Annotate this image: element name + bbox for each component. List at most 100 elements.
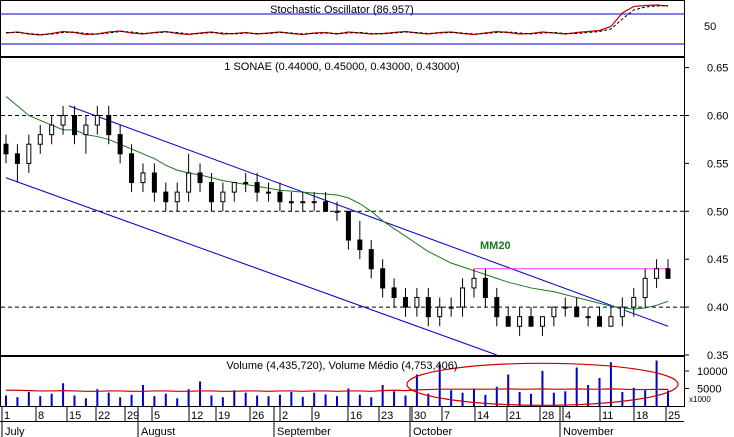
candle-body — [551, 306, 557, 318]
x-day-label: 1 — [4, 410, 10, 422]
candle-body — [231, 182, 237, 193]
candle-body — [140, 172, 146, 184]
x-day-label: 12 — [191, 410, 203, 422]
candle-body — [83, 124, 89, 136]
x-day-label: 21 — [509, 410, 521, 422]
volume-unit: x1000 — [689, 395, 711, 404]
stochastic-title: Stochastic Oscillator (86.957) — [270, 4, 414, 16]
x-day-label: 19 — [218, 410, 230, 422]
candle-body — [277, 191, 283, 203]
volume-panel — [5, 360, 679, 406]
price-tick-label: 0.50 — [707, 206, 728, 218]
x-day-label: 25 — [668, 410, 680, 422]
candle-body — [562, 306, 568, 309]
x-month-label: August — [141, 426, 175, 437]
volume-axis-ticks: 10000 5000 — [684, 366, 728, 396]
candle-body — [254, 182, 260, 193]
candle-body — [186, 172, 192, 193]
candle-body — [505, 316, 511, 327]
channel-lower-line — [5, 177, 497, 356]
volume-highlight-ellipse — [406, 362, 679, 406]
candle-body — [94, 114, 100, 126]
x-day-label: 30 — [414, 410, 426, 422]
x-day-label: 23 — [381, 410, 393, 422]
candle-body — [425, 297, 431, 318]
candle-body — [391, 287, 397, 299]
candle-body — [357, 239, 363, 251]
price-tick-label: 0.45 — [707, 254, 728, 266]
candle-body — [129, 153, 135, 184]
candle-body — [243, 182, 249, 185]
candle-body — [642, 277, 648, 299]
candle-body — [482, 277, 488, 299]
x-day-label: 28 — [542, 410, 554, 422]
candle-body — [665, 268, 671, 279]
x-day-label: 22 — [98, 410, 110, 422]
candle-body — [334, 210, 340, 213]
price-tick-label: 0.35 — [707, 350, 728, 362]
candle-body — [528, 316, 534, 327]
stochastic-d-line — [6, 5, 669, 36]
x-day-label: 2 — [282, 410, 288, 422]
candle-body — [471, 277, 477, 289]
candle-body — [539, 316, 545, 327]
volume-title: Volume (4,435,720), Volume Médio (4,753,… — [226, 360, 457, 372]
stochastic-panel-frame — [0, 0, 685, 57]
x-month-label: July — [5, 426, 25, 437]
candle-body — [414, 297, 420, 308]
x-day-label: 18 — [636, 410, 648, 422]
x-day-label: 26 — [252, 410, 264, 422]
candle-body — [494, 297, 500, 318]
candle-body — [71, 114, 77, 136]
x-day-label: 16 — [350, 410, 362, 422]
candle-body — [106, 114, 112, 136]
price-tick-label: 0.60 — [707, 110, 728, 122]
mm20-line — [5, 95, 669, 310]
panel-frames — [0, 0, 685, 407]
candle-body — [448, 306, 454, 309]
x-day-label: 11 — [602, 410, 613, 422]
candle-body — [300, 201, 306, 204]
candle-body — [323, 201, 329, 212]
candle-body — [26, 143, 32, 164]
x-month-label: October — [413, 426, 452, 437]
candle-body — [288, 201, 294, 204]
candle-body — [597, 316, 603, 327]
volume-average-line — [6, 388, 669, 392]
x-day-label: 7 — [444, 410, 450, 422]
candle-body — [608, 316, 614, 327]
candle-body — [402, 297, 408, 308]
price-title: 1 SONAE (0.44000, 0.45000, 0.43000, 0.43… — [224, 61, 459, 73]
candle-body — [619, 306, 625, 318]
candle-body — [197, 172, 203, 184]
volume-panel-frame — [0, 356, 685, 407]
candle-body — [368, 249, 374, 270]
candle-body — [220, 191, 226, 203]
candle-body — [37, 134, 43, 145]
price-tick-label: 0.40 — [707, 302, 728, 314]
stochastic-tick-50: 50 — [704, 21, 716, 33]
candle-body — [3, 143, 9, 155]
candle-body — [117, 134, 123, 155]
price-panel-frame — [0, 57, 685, 356]
candle-body — [14, 153, 20, 164]
x-day-label: 9 — [314, 410, 320, 422]
x-axis: 1 8 15 22 29 5 12 19 26 2 9 16 23 30 7 14 21 28 4 11 18 25Jul… — [0, 407, 684, 437]
stochastic-panel — [1, 4, 684, 45]
price-panel — [1, 95, 684, 356]
candle-body — [60, 114, 66, 126]
x-day-label: 15 — [69, 410, 81, 422]
x-month-label: September — [277, 426, 331, 437]
mm20-label: MM20 — [480, 240, 511, 252]
price-tick-label: 0.55 — [707, 158, 728, 170]
candle-body — [380, 268, 386, 289]
candle-body — [631, 297, 637, 308]
candle-body — [517, 316, 523, 327]
x-day-label: 14 — [477, 410, 489, 422]
candle-body — [460, 287, 466, 308]
x-day-label: 5 — [154, 410, 160, 422]
candle-body — [311, 201, 317, 204]
candle-body — [208, 182, 214, 203]
candle-body — [345, 210, 351, 241]
